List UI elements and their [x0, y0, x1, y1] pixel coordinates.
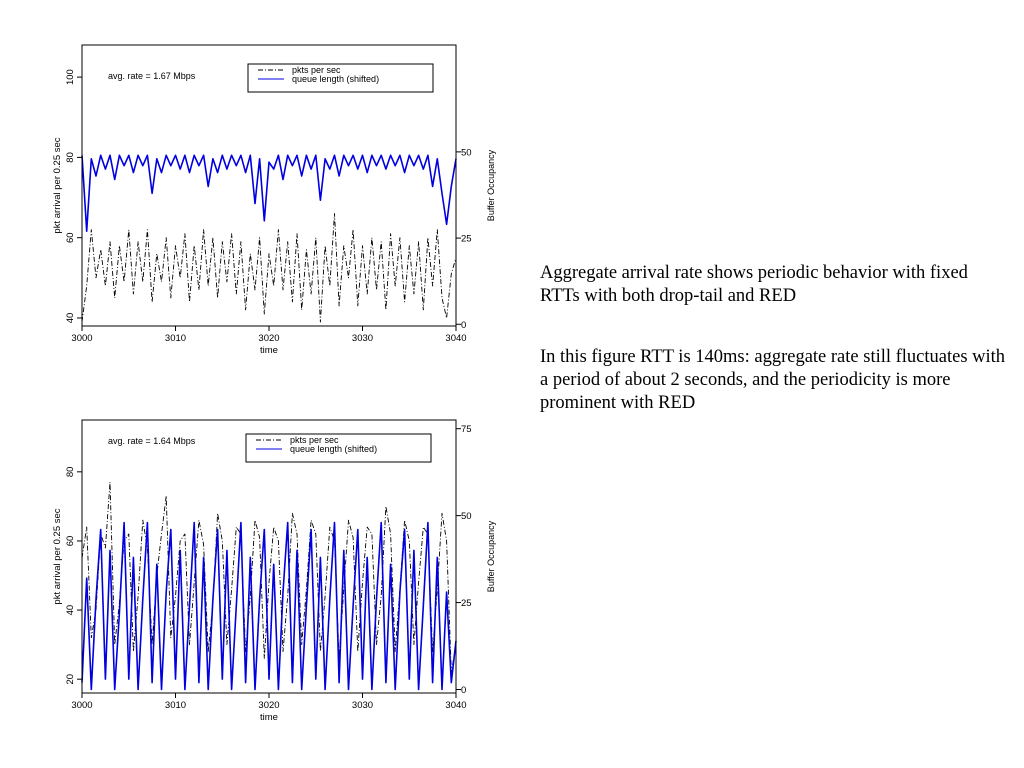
y-tick-label: 80 [65, 467, 76, 478]
legend-label: pkts per sec [292, 65, 341, 75]
x-axis-label: time [260, 712, 278, 723]
y-axis-label: pkt arrival per 0.25 sec [52, 508, 63, 604]
y-tick-label: 40 [65, 313, 76, 324]
legend-box [245, 433, 432, 463]
legend-label: queue length (shifted) [292, 74, 379, 84]
series-line-pkts-per-sec [81, 213, 457, 323]
x-tick-label: 3030 [352, 333, 373, 344]
right-tick-label: 25 [461, 234, 472, 245]
x-tick-label: 3010 [165, 333, 186, 344]
legend-box [247, 63, 434, 93]
right-tick-label: 75 [461, 424, 472, 435]
avg-rate-annotation: avg. rate = 1.64 Mbps [108, 436, 196, 446]
avg-rate-annotation: avg. rate = 1.67 Mbps [108, 71, 196, 81]
x-tick-label: 3020 [258, 700, 279, 711]
x-axis-label: time [260, 345, 278, 356]
series-line-queue-length [81, 521, 457, 691]
x-tick-label: 3000 [71, 333, 92, 344]
x-tick-label: 3010 [165, 700, 186, 711]
x-tick-label: 3000 [71, 700, 92, 711]
legend-label: queue length (shifted) [290, 444, 377, 454]
x-tick-label: 3040 [445, 700, 466, 711]
y-tick-label: 20 [65, 674, 76, 685]
y-tick-label: 80 [65, 152, 76, 163]
right-tick-label: 50 [461, 511, 472, 522]
chart-1: 3000 3010 3020 3030 3040 40 60 80 100 0 25 50 time pk… [52, 44, 496, 356]
right-tick-label: 0 [461, 685, 466, 696]
description-paragraph-1: Aggregate arrival rate shows periodic be… [540, 263, 968, 306]
series-line-queue-length [81, 154, 457, 232]
right-axis-label: Buffer Occupancy [486, 149, 496, 221]
right-tick-label: 0 [461, 320, 466, 331]
series-line-pkts-per-sec [81, 481, 457, 673]
y-tick-label: 100 [65, 69, 76, 85]
right-tick-label: 50 [461, 147, 472, 158]
y-tick-label: 60 [65, 232, 76, 243]
y-tick-label: 60 [65, 536, 76, 547]
y-tick-label: 40 [65, 605, 76, 616]
right-tick-label: 25 [461, 598, 472, 609]
description-paragraph-2: In this figure RTT is 140ms: aggregate r… [540, 347, 1006, 413]
x-tick-label: 3040 [445, 333, 466, 344]
x-tick-label: 3030 [352, 700, 373, 711]
y-axis-label: pkt arrival per 0.25 sec [52, 137, 63, 233]
right-axis-label: Buffer Occupancy [486, 520, 496, 592]
chart-2: 3000 3010 3020 3030 3040 20 40 60 80 0 25 50 75 time p… [52, 419, 496, 723]
legend-label: pkts per sec [290, 435, 339, 445]
x-tick-label: 3020 [258, 333, 279, 344]
